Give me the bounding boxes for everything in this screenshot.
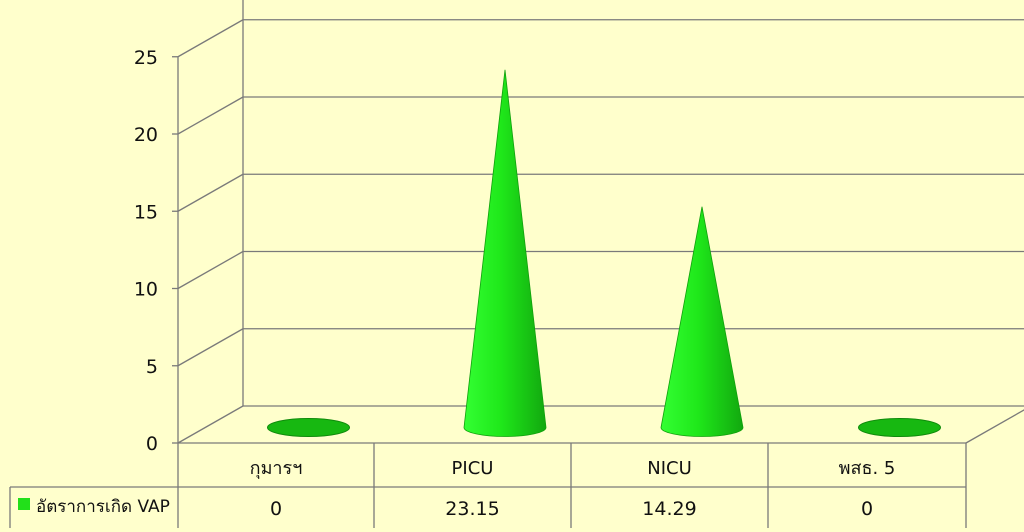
grid-layer: 0 5 10 15 20 25 [134, 0, 1024, 455]
cone-base [267, 418, 350, 437]
data-table: อัตราการเกิด VAP กุมารฯ 0 PICU 23.15 NICU 14.2… [9, 443, 967, 528]
category-label: กุมารฯ [250, 458, 303, 479]
cone-mark [463, 69, 547, 437]
floor-right-edge [965, 409, 1024, 444]
y-tick-label: 0 [146, 433, 158, 455]
side-gridline [177, 250, 244, 290]
y-tick-label: 20 [134, 124, 158, 146]
cone-mark [660, 206, 744, 437]
legend-swatch [18, 498, 30, 510]
y-tick-label: 5 [146, 356, 158, 378]
marks-layer [267, 69, 941, 437]
side-gridline [177, 328, 244, 367]
cone-base [858, 418, 941, 437]
side-gridline [177, 19, 244, 58]
category-label: พสธ. 5 [839, 458, 896, 479]
category-label: PICU [452, 458, 494, 479]
cone-body [463, 69, 547, 437]
category-label: NICU [647, 458, 692, 479]
y-tick-label: 25 [134, 47, 158, 69]
table-value: 0 [270, 498, 282, 520]
legend-label: อัตราการเกิด VAP [36, 497, 170, 517]
side-gridline [177, 96, 244, 135]
side-gridline [177, 405, 244, 444]
cone-mark [267, 418, 350, 437]
table-value: 0 [861, 498, 873, 520]
cone-mark [858, 418, 941, 437]
side-gridline [177, 173, 244, 212]
y-tick-label: 10 [134, 279, 158, 301]
cone-body [660, 206, 744, 437]
y-tick-label: 15 [134, 201, 158, 223]
table-value: 23.15 [445, 498, 499, 520]
table-value: 14.29 [642, 498, 696, 520]
